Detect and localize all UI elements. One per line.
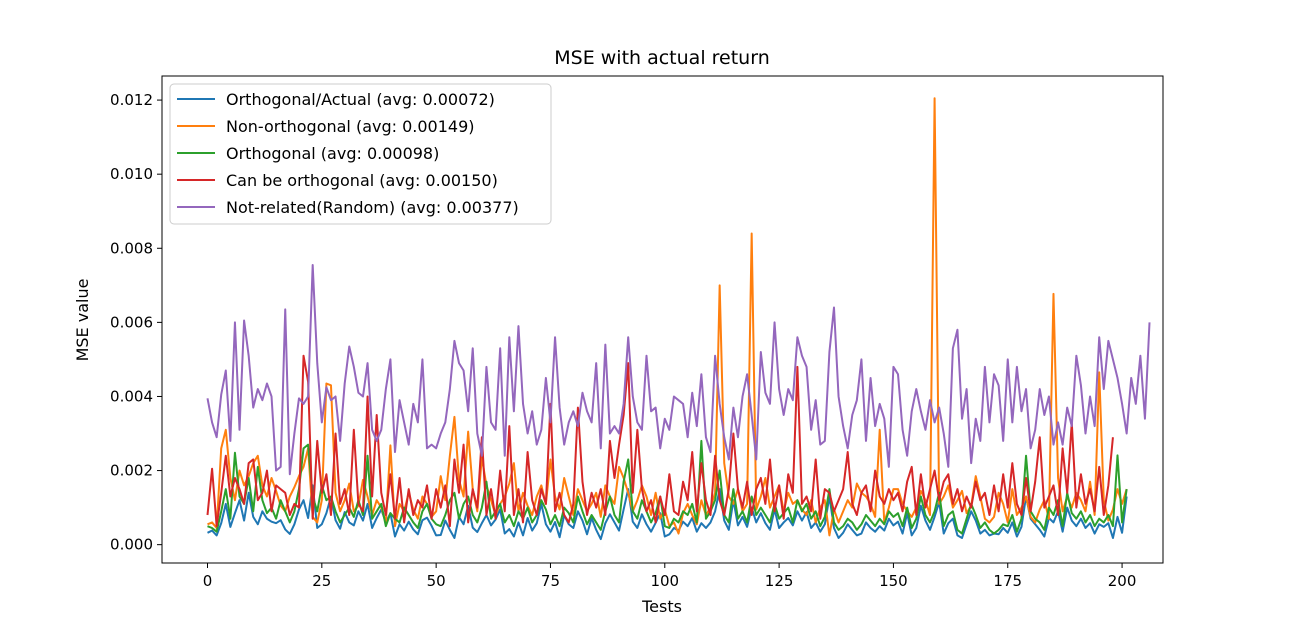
legend-label-1: Non-orthogonal (avg: 0.00149): [226, 117, 475, 136]
x-ticks: 0 25 50 75 100 125 150 175 200: [203, 563, 1137, 590]
x-tick-label: 50: [427, 572, 446, 590]
x-tick-label: 200: [1108, 572, 1137, 590]
y-tick-label: 0.002: [110, 462, 153, 480]
series-line-4: [206, 263, 1151, 476]
x-tick-label: 100: [650, 572, 679, 590]
legend-label-4: Not-related(Random) (avg: 0.00377): [226, 198, 519, 217]
y-ticks: 0.000 0.002 0.004 0.006 0.008 0.010 0.012: [110, 91, 162, 554]
x-tick-label: 150: [879, 572, 908, 590]
series-line-3: [206, 354, 1114, 528]
x-tick-label: 125: [765, 572, 794, 590]
y-tick-label: 0.000: [110, 536, 153, 554]
chart-title: MSE with actual return: [554, 47, 770, 69]
y-tick-label: 0.004: [110, 387, 153, 405]
y-tick-label: 0.006: [110, 313, 153, 331]
legend: Orthogonal/Actual (avg: 0.00072) Non-orth…: [169, 83, 552, 225]
x-tick-label: 0: [203, 572, 213, 590]
legend-label-2: Orthogonal (avg: 0.00098): [226, 144, 439, 163]
y-axis-label: MSE value: [73, 279, 92, 362]
x-tick-label: 75: [541, 572, 560, 590]
legend-label-0: Orthogonal/Actual (avg: 0.00072): [226, 90, 495, 109]
y-tick-label: 0.012: [110, 91, 153, 109]
series-layer: [206, 97, 1151, 541]
y-tick-label: 0.010: [110, 165, 153, 183]
y-tick-label: 0.008: [110, 239, 153, 257]
legend-box: [169, 83, 552, 225]
series-line-0: [207, 484, 1128, 541]
legend-label-3: Can be orthogonal (avg: 0.00150): [226, 171, 498, 190]
axes-frame: [161, 75, 1164, 564]
x-tick-label: 175: [993, 572, 1022, 590]
x-tick-label: 25: [312, 572, 331, 590]
x-axis-label: Tests: [641, 597, 682, 616]
